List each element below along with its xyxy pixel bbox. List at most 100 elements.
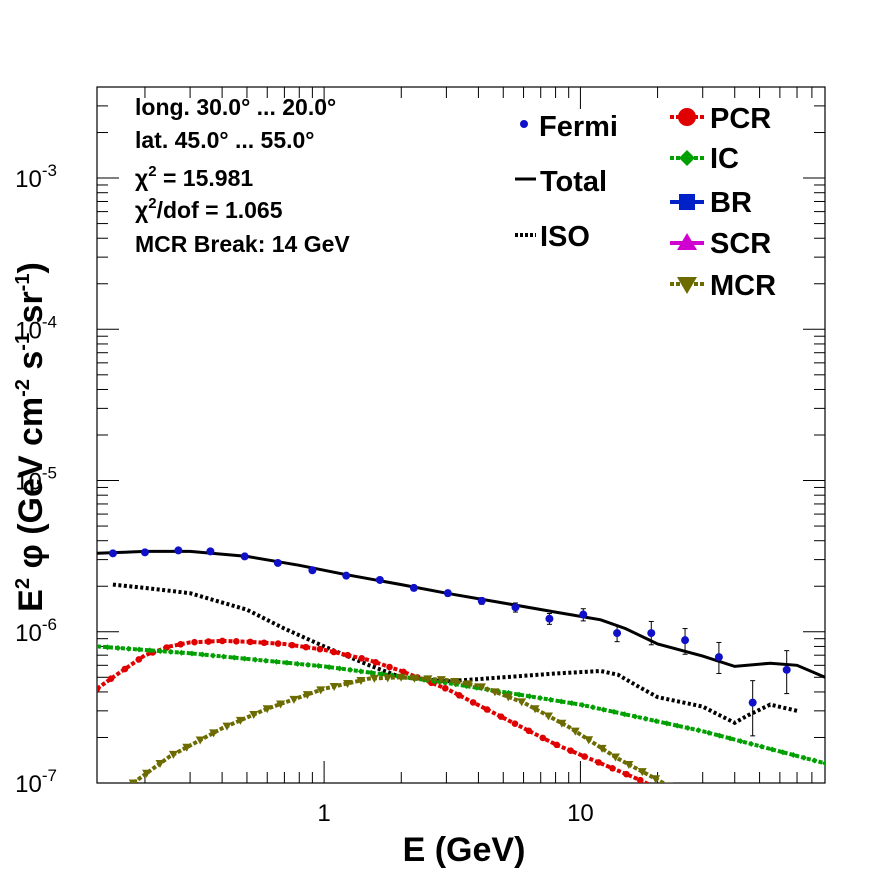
- series-pcr-marker: [581, 753, 588, 760]
- series-ic-marker: [779, 749, 786, 756]
- series-mcr-marker: [383, 674, 393, 683]
- ylabel-sup-1: 2: [12, 578, 34, 589]
- y-tick-label-base: 10: [15, 771, 42, 798]
- series-ic-marker: [273, 658, 280, 665]
- series-mcr-marker: [410, 674, 420, 683]
- series-ic-marker: [748, 740, 755, 747]
- fermi-point: [108, 549, 117, 558]
- y-tick-label: 10-7: [15, 766, 57, 798]
- legend-fermi-label: Fermi: [539, 111, 618, 143]
- series-pcr-marker: [525, 727, 533, 735]
- ylabel-mid-2: s: [12, 351, 50, 379]
- fermi-point: [477, 596, 486, 605]
- series-mcr-marker: [436, 676, 446, 685]
- info-longitude: long. 30.0° ... 20.0°: [135, 94, 336, 120]
- y-tick-label-exp: -7: [42, 766, 57, 785]
- series-iso-line: [112, 582, 798, 726]
- series-pcr-marker: [609, 764, 616, 772]
- series-pcr-marker: [386, 663, 393, 671]
- y-tick-label-exp: -6: [42, 615, 57, 634]
- series-ic-marker: [231, 654, 238, 661]
- series-ic-marker: [252, 656, 259, 663]
- series-mcr-line: [132, 675, 668, 783]
- series-ic-marker: [146, 647, 153, 654]
- y-tick-label: 10-4: [15, 312, 57, 344]
- series-ic-marker: [104, 644, 111, 651]
- y-tick-label-base: 10: [15, 620, 42, 647]
- legend-total-label: Total: [540, 166, 607, 198]
- series-ic-marker: [684, 724, 691, 731]
- series-ic-marker: [199, 651, 206, 658]
- series-ic-marker: [294, 660, 301, 667]
- series-mcr-marker: [369, 674, 379, 683]
- series-mcr-marker: [343, 679, 353, 688]
- series-mcr-marker: [476, 683, 486, 692]
- series-ic-marker: [822, 760, 825, 767]
- legend-scr-marker: [677, 233, 697, 250]
- fermi-point: [511, 603, 520, 612]
- series-pcr-marker: [469, 699, 477, 706]
- series-mcr-marker: [168, 750, 178, 759]
- series-mcr-marker: [557, 719, 567, 728]
- legend-scr-label: SCR: [710, 228, 771, 260]
- fermi-point: [409, 583, 418, 592]
- series-ic-marker: [210, 652, 217, 659]
- fermi-point: [579, 610, 588, 619]
- series-total-line: [97, 549, 825, 679]
- series-ic-marker: [347, 666, 354, 673]
- series-ic-marker: [705, 729, 712, 736]
- series-ic-marker: [600, 706, 607, 713]
- series-mcr-marker: [423, 675, 433, 684]
- series-pcr-marker: [497, 713, 505, 720]
- series-ic-marker: [727, 735, 734, 742]
- series-pcr-marker: [344, 651, 352, 659]
- fermi-point: [714, 653, 723, 662]
- ylabel-mid-1: φ (GeV cm: [12, 397, 50, 578]
- series-pcr-marker: [121, 665, 129, 673]
- series-pcr-marker: [219, 637, 226, 645]
- legend-ic-label: IC: [710, 143, 739, 175]
- series-mcr-marker: [678, 790, 687, 798]
- series-ic-marker: [305, 661, 312, 668]
- fermi-point: [206, 547, 215, 556]
- series-ic-marker: [811, 757, 818, 764]
- y-tick-label-base: 10: [15, 166, 42, 193]
- series-pcr-marker: [539, 734, 547, 742]
- chi-superscript: 2: [148, 163, 156, 180]
- series-mcr-marker: [637, 768, 647, 777]
- legend-mcr-marker: [677, 277, 697, 294]
- series-ic-marker: [516, 691, 523, 698]
- series-ic-marker: [188, 650, 195, 657]
- series-ic-marker: [178, 649, 185, 656]
- series-mcr-marker: [276, 700, 286, 709]
- series-mcr-marker: [624, 760, 634, 769]
- fit-info-box: long. 30.0° ... 20.0° lat. 45.0° ... 55.…: [135, 94, 350, 257]
- ylabel-mid-3: sr: [12, 291, 50, 333]
- fermi-point: [174, 546, 183, 555]
- series-pcr-marker: [135, 656, 143, 663]
- series-ic-marker: [241, 655, 248, 662]
- series-mcr-marker: [543, 712, 553, 721]
- fermi-data-points: [108, 546, 791, 737]
- series-ic-marker: [136, 646, 143, 653]
- y-axis-title: E2 φ (GeV cm-2 s-1 sr-1): [12, 262, 50, 612]
- series-ic-marker: [115, 644, 122, 651]
- series-ic-marker: [262, 657, 269, 664]
- series-ic-marker: [737, 738, 744, 745]
- x-axis-title: E (GeV): [403, 831, 526, 869]
- series-pcr-marker: [107, 675, 115, 683]
- series-pcr-marker: [177, 641, 184, 648]
- series-pcr-marker: [288, 641, 296, 649]
- series-ic-marker: [378, 671, 385, 678]
- series-ic-marker: [790, 751, 797, 758]
- legend-iso-label: ISO: [540, 221, 590, 253]
- series-ic-marker: [368, 669, 375, 676]
- series-ic-marker: [537, 695, 544, 702]
- series-pcr-marker: [233, 638, 240, 645]
- fermi-point: [342, 571, 351, 580]
- series-ic-marker: [589, 704, 596, 711]
- legend-fermi-marker: [520, 120, 528, 128]
- series-ic-marker: [632, 713, 639, 720]
- series-pcr-marker: [553, 741, 561, 749]
- series-pcr-marker: [302, 643, 310, 651]
